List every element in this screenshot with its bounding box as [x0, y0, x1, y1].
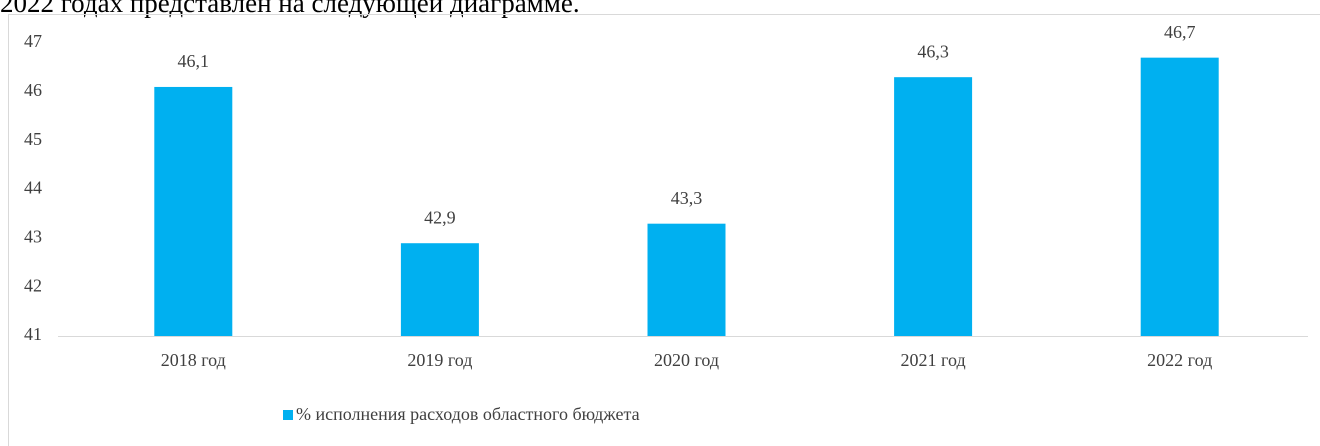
y-tick-label: 41 — [24, 324, 42, 344]
legend-label: % исполнения расходов областного бюджета — [296, 404, 640, 424]
value-label: 46,1 — [178, 51, 210, 71]
value-label: 42,9 — [424, 207, 456, 227]
document-text: 2022 годах представлен на следующей диаг… — [0, 0, 580, 18]
bar — [1140, 57, 1219, 337]
bar — [647, 223, 726, 336]
x-tick-label: 2019 год — [407, 350, 472, 370]
y-tick-label: 47 — [24, 31, 42, 51]
value-label: 43,3 — [671, 188, 703, 208]
x-tick-label: 2020 год — [654, 350, 719, 370]
x-tick-label: 2022 год — [1147, 350, 1212, 370]
y-tick-label: 42 — [24, 275, 42, 295]
bar — [894, 77, 973, 336]
y-tick-label: 44 — [24, 178, 42, 198]
x-tick-label: 2021 год — [901, 350, 966, 370]
value-label: 46,3 — [917, 41, 949, 61]
bar — [154, 86, 233, 336]
legend-swatch — [283, 410, 293, 420]
x-tick-label: 2018 год — [161, 350, 226, 370]
chart-border — [8, 14, 1320, 446]
value-label: 46,7 — [1164, 22, 1196, 42]
y-tick-label: 43 — [24, 226, 42, 246]
y-tick-label: 45 — [24, 129, 42, 149]
bar — [400, 243, 479, 336]
y-tick-label: 46 — [24, 80, 42, 100]
